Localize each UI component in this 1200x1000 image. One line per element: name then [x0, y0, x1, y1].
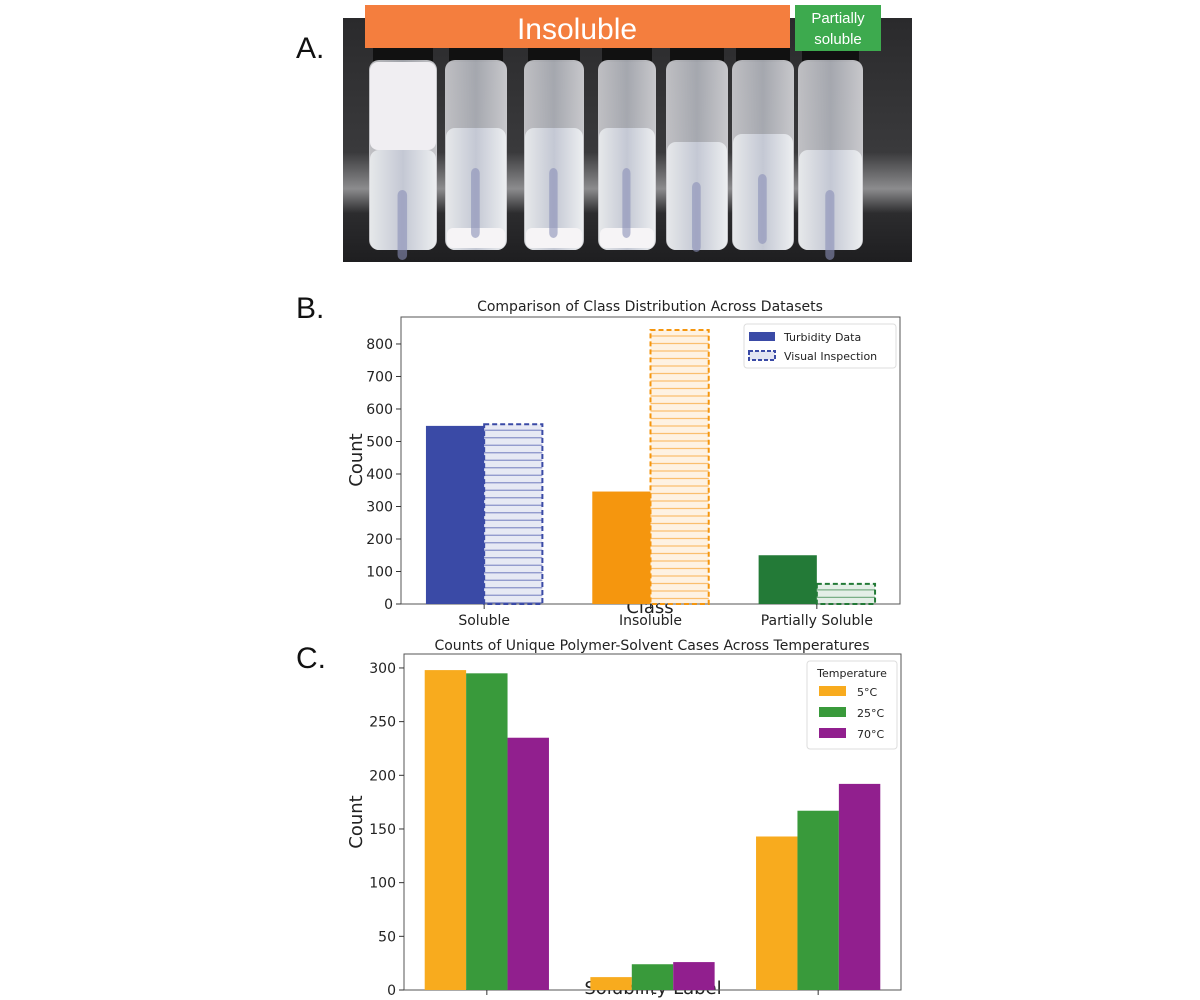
- bar-25c: [466, 673, 508, 990]
- partially-soluble-banner-label-1: Partially: [811, 10, 865, 27]
- legend-label: 70°C: [857, 728, 884, 741]
- legend: [743, 323, 897, 369]
- bar-hatch-fill: [816, 583, 876, 604]
- bar-5c: [756, 836, 798, 990]
- y-tick-label: 400: [366, 467, 393, 483]
- x-tick-label: Partially Soluble: [761, 613, 873, 629]
- partially-soluble-banner: [795, 5, 881, 51]
- bar-70c: [838, 783, 881, 990]
- y-tick-label: 100: [366, 564, 393, 580]
- vial-cap: [736, 48, 790, 62]
- bar-dashed-edge: [649, 329, 710, 605]
- bar-5c: [424, 670, 467, 990]
- bar-70c: [507, 737, 549, 990]
- y-tick-label: 0: [387, 983, 396, 999]
- vial-cap: [373, 48, 433, 62]
- bar-5c: [590, 977, 632, 990]
- legend-label: 25°C: [857, 707, 884, 720]
- vial-sediment: [447, 228, 505, 248]
- y-tick-label: 500: [366, 434, 393, 450]
- panel-b-letter: B.: [296, 292, 324, 325]
- vial: [598, 48, 656, 250]
- bar-25c: [797, 810, 839, 990]
- y-tick-label: 200: [366, 532, 393, 548]
- legend-swatch: [819, 707, 846, 717]
- bar-hatch-fill: [484, 424, 543, 604]
- vial-reflection: [758, 174, 767, 244]
- vial-cap: [528, 48, 580, 62]
- bar-visual-inspection: [649, 329, 710, 605]
- chart-b: B. Comparison of Class Distribution Acro…: [296, 292, 901, 629]
- vials: [369, 48, 863, 260]
- vial-cap: [449, 48, 503, 62]
- bar-visual-inspection: [815, 582, 877, 606]
- vial-reflection: [825, 190, 835, 260]
- vial: [798, 48, 863, 260]
- vial-reflection: [397, 190, 408, 260]
- vial-reflection: [692, 182, 701, 252]
- bar-turbidity: [592, 491, 651, 604]
- vial-reflection: [471, 168, 480, 238]
- vial-reflection: [549, 168, 558, 238]
- legend-swatch: [819, 728, 846, 738]
- vial-sediment: [600, 228, 654, 248]
- y-tick-label: 0: [384, 597, 393, 613]
- bar-visual-inspection: [483, 423, 544, 605]
- chart-c-ylabel: Count: [346, 795, 367, 848]
- legend-label: Turbidity Data: [783, 331, 861, 344]
- legend: [806, 660, 898, 750]
- vial: [445, 48, 507, 250]
- vial: [369, 48, 437, 260]
- x-tick-label: Soluble: [458, 613, 510, 629]
- x-tick-label: Insoluble: [619, 613, 682, 629]
- bar-70c: [673, 962, 715, 990]
- legend-label: 5°C: [857, 686, 877, 699]
- y-tick-label: 600: [366, 402, 393, 418]
- vial-cap: [802, 48, 859, 62]
- vial-cap: [670, 48, 724, 62]
- bar-dashed-edge: [815, 582, 877, 606]
- y-tick-label: 100: [369, 876, 396, 892]
- chart-c: C. Counts of Unique Polymer-Solvent Case…: [296, 638, 902, 1000]
- y-tick-label: 300: [369, 661, 396, 677]
- bar-25c: [631, 964, 674, 990]
- legend-title: Temperature: [816, 667, 887, 680]
- y-tick-label: 700: [366, 369, 393, 385]
- chart-b-ylabel: Count: [346, 433, 367, 486]
- vial: [524, 48, 584, 250]
- vial-foam: [370, 62, 436, 150]
- legend-swatch-visual: [748, 350, 776, 361]
- vial: [732, 48, 794, 250]
- y-tick-label: 200: [369, 768, 396, 784]
- chart-c-title: Counts of Unique Polymer-Solvent Cases A…: [434, 638, 869, 654]
- vial-cap: [602, 48, 652, 62]
- legend-label: Visual Inspection: [784, 350, 877, 363]
- bar-turbidity: [425, 425, 485, 604]
- y-tick-label: 150: [369, 822, 396, 838]
- legend-swatch: [819, 686, 846, 696]
- legend-swatch-turbidity: [749, 332, 775, 341]
- bar-turbidity: [758, 555, 817, 604]
- panel-c-letter: C.: [296, 642, 326, 675]
- chart-b-title: Comparison of Class Distribution Across …: [477, 299, 823, 315]
- y-tick-label: 50: [378, 929, 396, 945]
- insoluble-banner: [365, 5, 790, 48]
- panel-a: A. Insoluble Partially soluble: [296, 5, 912, 262]
- panel-a-letter: A.: [296, 32, 324, 65]
- y-tick-label: 800: [366, 337, 393, 353]
- bar-dashed-edge: [483, 423, 544, 605]
- y-tick-label: 250: [369, 715, 396, 731]
- vial-reflection: [622, 168, 631, 238]
- y-tick-label: 300: [366, 499, 393, 515]
- vial-sediment: [526, 228, 582, 248]
- bar-hatch-fill: [650, 330, 709, 604]
- insoluble-banner-label: Insoluble: [517, 13, 637, 46]
- vial: [666, 48, 728, 252]
- partially-soluble-banner-label-2: soluble: [814, 31, 862, 48]
